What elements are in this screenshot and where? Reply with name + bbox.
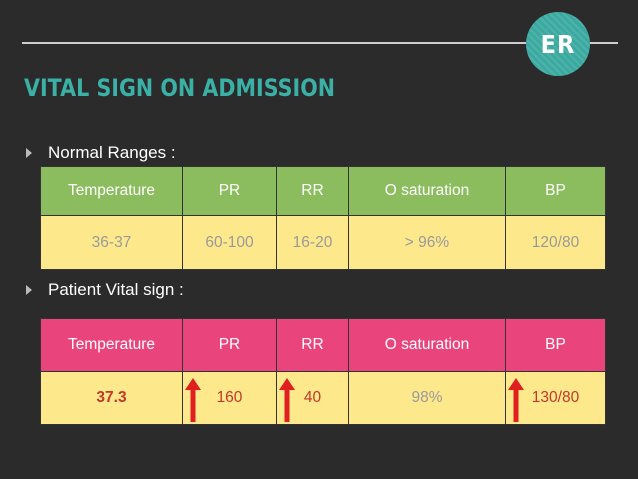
bullet-triangle-icon [26,148,32,158]
patient-rr-value: 40 [303,389,322,406]
normal-o-saturation: > 96% [348,215,506,270]
up-arrow-icon [185,378,201,422]
er-badge: ER [526,12,590,76]
er-badge-text: ER [540,29,576,59]
up-arrow-icon [508,378,524,422]
header-rr: RR [276,166,349,216]
patient-o-saturation-value: 98% [411,389,443,406]
normal-pr: 60-100 [182,215,277,270]
normal-ranges-value-row: 36-37 60-100 16-20 > 96% 120/80 [40,215,606,270]
normal-rr: 16-20 [276,215,349,270]
patient-header-o-saturation: O saturation [348,318,506,372]
normal-temperature: 36-37 [40,215,183,270]
patient-bp-value: 130/80 [531,389,580,406]
patient-pr: 160 [182,371,277,425]
patient-vitals-table: Temperature PR RR O saturation BP 37.3 1… [40,318,606,425]
patient-header-temperature: Temperature [40,318,183,372]
patient-o-saturation: 98% [348,371,506,425]
bullet-normal-ranges-label: Normal Ranges : [48,143,176,162]
patient-header-pr: PR [182,318,277,372]
normal-ranges-table: Temperature PR RR O saturation BP 36-37 … [40,166,606,270]
patient-value-row: 37.3 160 40 98% 130/80 [40,371,606,425]
bullet-triangle-icon [26,285,32,295]
patient-header-bp: BP [505,318,606,372]
patient-rr: 40 [276,371,349,425]
normal-bp: 120/80 [505,215,606,270]
bullet-normal-ranges: Normal Ranges : [26,143,176,163]
header-bp: BP [505,166,606,216]
header-temperature: Temperature [40,166,183,216]
header-pr: PR [182,166,277,216]
patient-header-rr: RR [276,318,349,372]
patient-temperature-value: 37.3 [96,389,127,406]
patient-header-row: Temperature PR RR O saturation BP [40,318,606,372]
bullet-patient-vitals-label: Patient Vital sign : [48,280,184,299]
patient-bp: 130/80 [505,371,606,425]
up-arrow-icon [279,378,295,422]
patient-temperature: 37.3 [40,371,183,425]
bullet-patient-vitals: Patient Vital sign : [26,280,184,300]
top-rule [22,42,618,44]
normal-ranges-header-row: Temperature PR RR O saturation BP [40,166,606,216]
slide-title: VITAL SIGN ON ADMISSION [24,74,336,102]
header-o-saturation: O saturation [348,166,506,216]
patient-pr-value: 160 [216,389,243,406]
